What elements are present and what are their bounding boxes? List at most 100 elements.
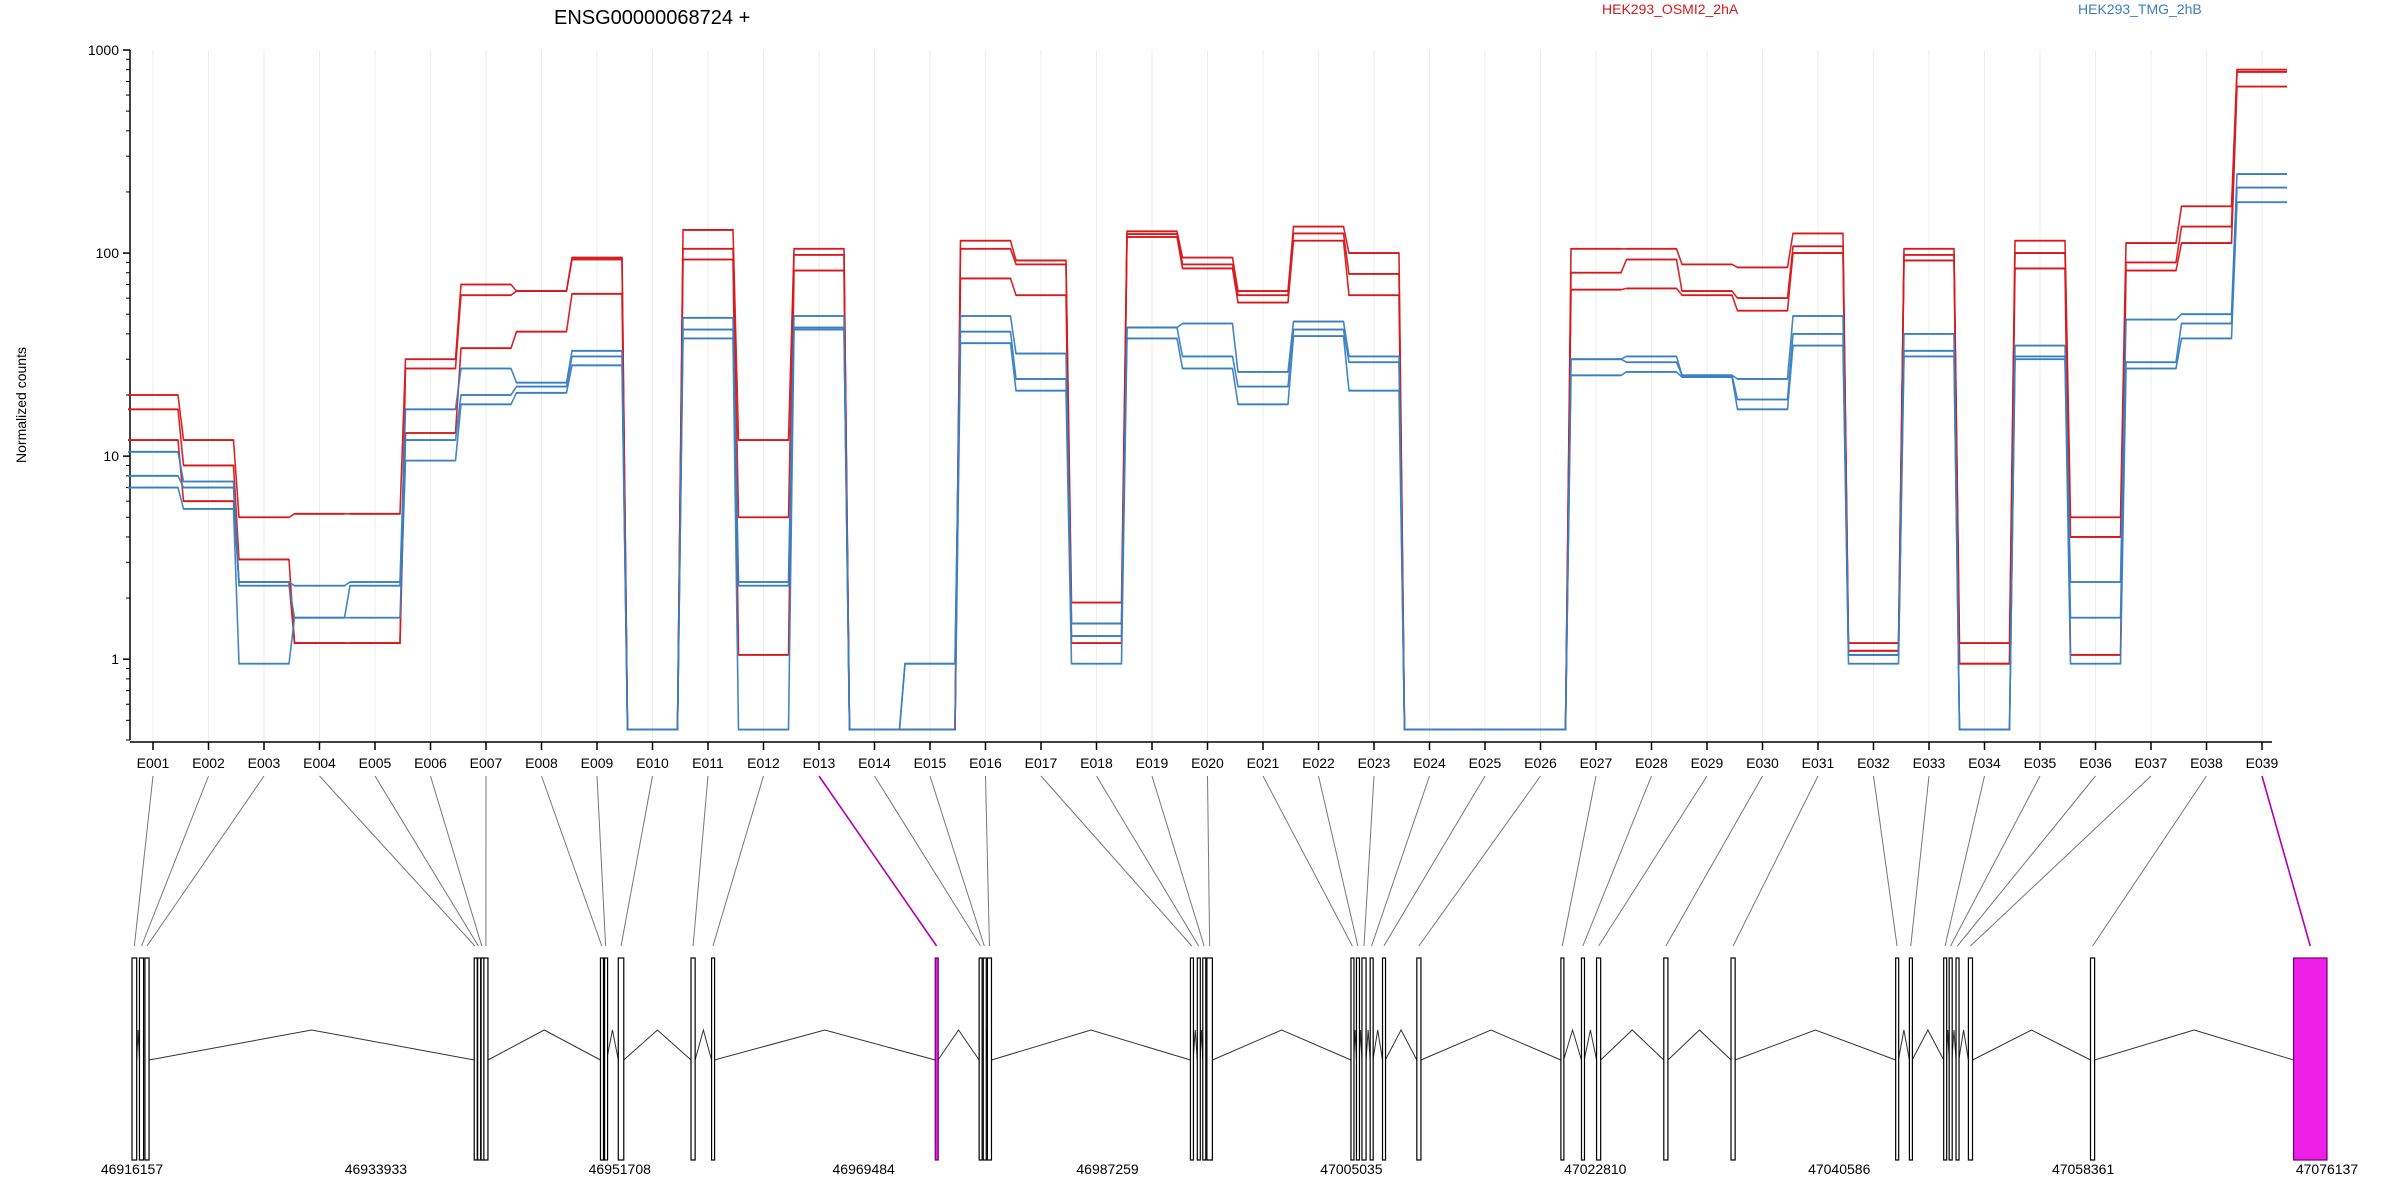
exon-box (599, 957, 605, 1161)
exon-box (1196, 957, 1201, 1161)
exon-connector (1383, 775, 1486, 947)
exon-box (978, 957, 983, 1161)
exon-label: E021 (1247, 755, 1280, 771)
exon-connector (1561, 775, 1597, 947)
coordinate-label: 47058361 (2052, 1161, 2115, 1177)
exon-connector (1096, 775, 1200, 947)
exon-label: E022 (1302, 755, 1335, 771)
exon-connector (374, 775, 479, 947)
exon-box (1595, 957, 1602, 1161)
intron-line (1365, 1029, 1371, 1061)
exon-connector (692, 775, 709, 947)
exon-label: E018 (1080, 755, 1113, 771)
exon-connector (1363, 775, 1375, 947)
coordinate-label: 47040586 (1808, 1161, 1871, 1177)
exon-label: E031 (1802, 755, 1835, 771)
coordinate-label: 47005035 (1320, 1161, 1383, 1177)
intron-line (937, 1029, 980, 1061)
intron-line (623, 1029, 692, 1061)
exon-label: E001 (137, 755, 170, 771)
exon-box (1381, 957, 1387, 1161)
exon-box (1416, 957, 1422, 1161)
exon-box (690, 957, 696, 1161)
coordinate-label: 46916157 (101, 1161, 164, 1177)
intron-line (694, 1028, 713, 1061)
exon-connector (2092, 775, 2207, 947)
exon-box (603, 957, 609, 1161)
exon-box (1908, 957, 1913, 1161)
exon-connector (1910, 775, 1930, 947)
coordinate-label: 47076137 (2296, 1161, 2359, 1177)
exon-box (1361, 957, 1367, 1161)
y-tick-label: 1 (111, 651, 119, 667)
exon-label: E033 (1913, 755, 1946, 771)
exon-connector (1371, 775, 1430, 947)
coordinate-label: 47022810 (1564, 1161, 1627, 1177)
intron-line (714, 1029, 936, 1061)
exon-connector (430, 775, 483, 947)
exon-box (1369, 957, 1374, 1161)
exon-label: E003 (248, 755, 281, 771)
exon-label: E039 (2246, 755, 2279, 771)
exon-label: E002 (192, 755, 225, 771)
exon-connector (1262, 775, 1353, 947)
exon-label: E027 (1580, 755, 1613, 771)
intron-line (487, 1029, 601, 1061)
exon-box (934, 957, 939, 1161)
exon-connector (1665, 775, 1763, 947)
intron-line (2094, 1029, 2294, 1061)
exon-connector (319, 775, 476, 947)
exon-label: E019 (1136, 755, 1169, 771)
exon-connector (874, 775, 981, 947)
exon-label: E025 (1469, 755, 1502, 771)
coordinate-label: 46987259 (1076, 1161, 1139, 1177)
exon-connector (1970, 775, 2152, 947)
exon-connector (141, 775, 209, 947)
exon-connector (596, 775, 607, 947)
coordinate-label: 46933933 (345, 1161, 408, 1177)
exon-box (473, 957, 478, 1161)
exon-label: E009 (581, 755, 614, 771)
exon-box (1895, 957, 1900, 1161)
intron-line (1600, 1029, 1665, 1061)
exon-box (617, 957, 625, 1161)
exon-box (1189, 957, 1195, 1161)
exon-box (1355, 957, 1361, 1161)
intron-line (1384, 1028, 1418, 1061)
exon-connector (712, 775, 764, 947)
exon-label: E017 (1025, 755, 1058, 771)
exon-label: E030 (1746, 755, 1779, 771)
chart-title: ENSG00000068724 + (554, 7, 750, 29)
exon-label: E036 (2079, 755, 2112, 771)
exon-box (1955, 957, 1960, 1161)
exon-connector (2261, 775, 2312, 947)
exon-box (986, 957, 993, 1161)
exon-connector (1944, 775, 1985, 947)
exon-label: E028 (1635, 755, 1668, 771)
exon-connector (1732, 775, 1819, 947)
exon-box (1206, 957, 1213, 1161)
exon-box (138, 957, 145, 1161)
exon-connector (985, 775, 990, 947)
exon-connector (133, 775, 154, 947)
exon-label: E004 (303, 755, 336, 771)
intron-line (1897, 1029, 1910, 1061)
y-tick-label: 100 (96, 245, 120, 261)
exon-label: E034 (1968, 755, 2001, 771)
intron-line (606, 1029, 619, 1061)
exon-label: E029 (1691, 755, 1724, 771)
exon-box (1663, 957, 1669, 1161)
exon-label: E024 (1413, 755, 1446, 771)
intron-line (1911, 1028, 1945, 1061)
exon-connector (1582, 775, 1652, 947)
exon-box (710, 957, 716, 1161)
intron-line (1583, 1029, 1598, 1061)
intron-line (1212, 1029, 1352, 1061)
exon-label: E008 (525, 755, 558, 771)
exon-connector (1873, 775, 1898, 947)
exon-box (1967, 957, 1974, 1161)
exon-connector (620, 775, 653, 947)
exon-connector (1957, 775, 2096, 947)
exon-box (483, 957, 489, 1161)
